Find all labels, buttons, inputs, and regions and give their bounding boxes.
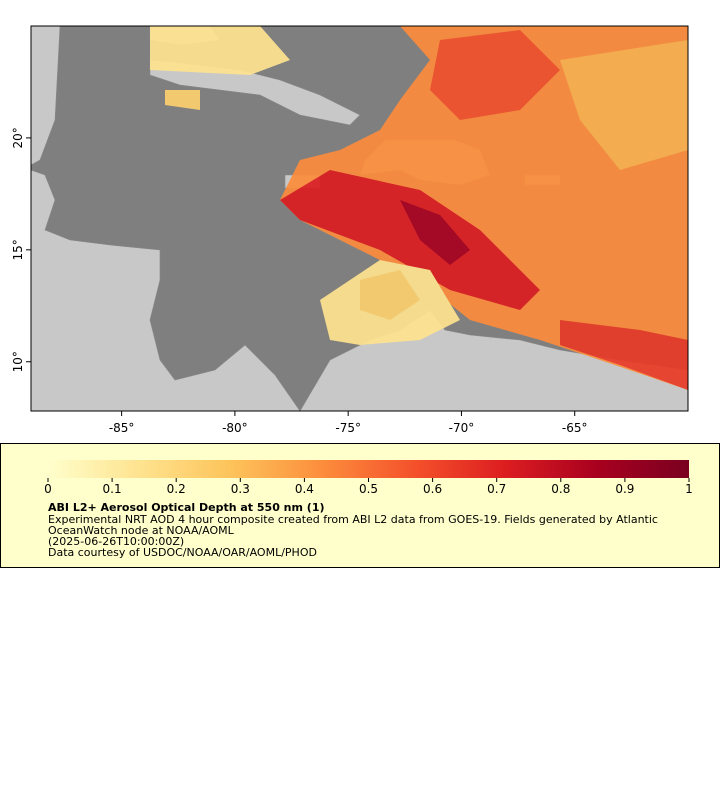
legend-time: (2025-06-26T10:00:00Z): [48, 535, 185, 548]
legend-title: ABI L2+ Aerosol Optical Depth at 550 nm …: [48, 501, 325, 514]
aerosol: [150, 26, 688, 390]
y-tick-label: 20°: [11, 127, 25, 148]
colorbar-tick-label: 0.3: [231, 482, 250, 494]
colorbar-tick-label: 0.6: [423, 482, 442, 494]
x-tick-label: -75°: [335, 421, 361, 435]
colorbar-tick-label: 0.8: [551, 482, 570, 494]
colorbar-tick-label: 0.9: [615, 482, 634, 494]
colorbar-tick-label: 0.5: [359, 482, 378, 494]
x-tick-label: -65°: [562, 421, 588, 435]
legend-box: 0 0.1 0.2 0.3 0.4 0.5 0.6 0.7 0.8 0.9 1 ABI L2+ Ae…: [0, 443, 720, 568]
y-tick-label: 15°: [11, 239, 25, 260]
colorbar-tick-label: 0.4: [295, 482, 314, 494]
legend-credit: Data courtesy of USDOC/NOAA/OAR/AOML/PHO…: [48, 546, 317, 559]
map-frame: [30, 25, 689, 412]
map: -85° -80° -75° -70° -65° 10° 15° 20°: [11, 25, 689, 435]
map-layers: [31, 26, 688, 411]
colorbar-tick-label: 1: [685, 482, 693, 494]
x-tick-label: -80°: [222, 421, 248, 435]
colorbar-ramp: [48, 460, 689, 478]
colorbar-tick-label: 0.2: [167, 482, 186, 494]
x-tick-label: -85°: [109, 421, 135, 435]
x-tick-label: -70°: [449, 421, 475, 435]
colorbar-tick-label: 0.7: [487, 482, 506, 494]
legend-description: Experimental NRT AOD 4 hour composite cr…: [48, 513, 658, 537]
colorbar-tick-label: 0.1: [103, 482, 122, 494]
y-tick-label: 10°: [11, 351, 25, 372]
colorbar: 0 0.1 0.2 0.3 0.4 0.5 0.6 0.7 0.8 0.9 1: [44, 460, 693, 494]
colorbar-tick-label: 0: [44, 482, 52, 494]
